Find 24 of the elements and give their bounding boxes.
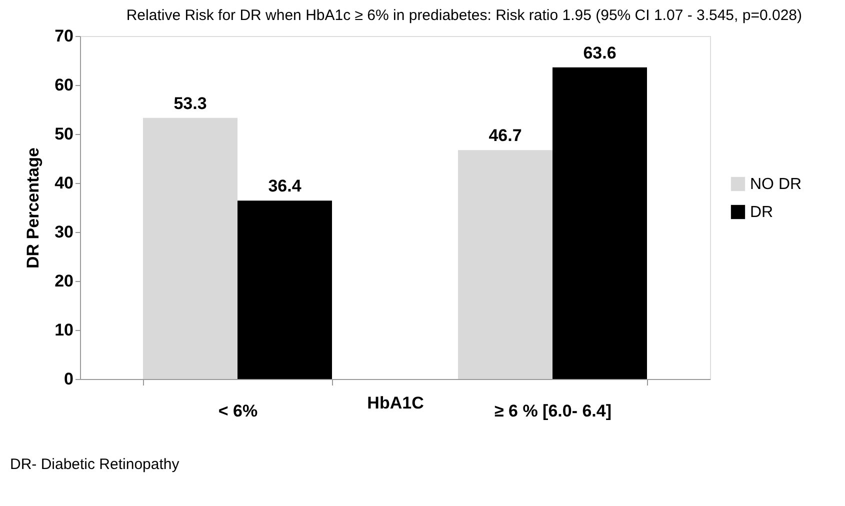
bar [552, 67, 647, 379]
data-label: 46.7 [488, 126, 522, 146]
legend-label: DR [750, 204, 774, 221]
x-axis-title: HbA1C [367, 394, 424, 412]
bar [238, 200, 332, 379]
y-tick-label: 10 [54, 320, 74, 340]
y-tick-label: 40 [54, 174, 74, 192]
y-tick-label: 50 [54, 124, 74, 144]
x-tick-label: ≥ 6 % [6.0- 6.4] [494, 402, 612, 420]
data-label: 63.6 [583, 43, 616, 62]
data-label: 53.3 [174, 94, 207, 113]
y-tick-label: 70 [54, 26, 74, 46]
y-tick-label: 60 [54, 76, 74, 94]
text: DR- Diabetic Retinopathy [10, 456, 180, 473]
chart-title: Relative Risk for DR when HbA1c ≥ 6% in prediabetes: Risk ratio 1.95 (95% CI 1.07 - 3.545, p=0.028) [126, 7, 802, 24]
bar [143, 118, 238, 379]
y-tick-label: 20 [54, 272, 74, 290]
data-label: 36.4 [268, 176, 302, 196]
legend-label: NO DR [750, 176, 802, 193]
y-tick-label: 0 [64, 370, 74, 388]
y-axis-title: DR Percentage [24, 148, 43, 268]
x-tick-label: < 6% [218, 402, 258, 420]
y-tick-label: 30 [54, 222, 74, 242]
bar [458, 150, 552, 379]
